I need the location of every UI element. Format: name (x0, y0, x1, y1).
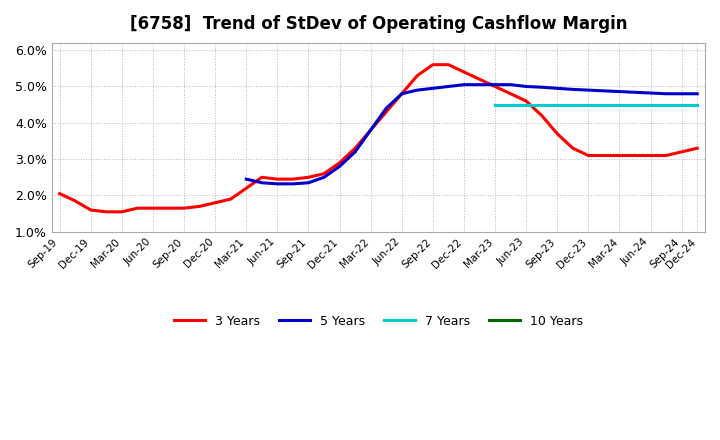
5 Years (600, 88, 608, 93)
5 Years (537, 84, 546, 90)
Title: [6758]  Trend of StDev of Operating Cashflow Margin: [6758] Trend of StDev of Operating Cashf… (130, 15, 627, 33)
3 Years (102, 209, 111, 214)
5 Years (320, 175, 328, 180)
7 Years (584, 102, 593, 107)
5 Years (506, 82, 515, 87)
5 Years (569, 87, 577, 92)
3 Years (631, 153, 639, 158)
5 Years (397, 91, 406, 96)
5 Years (366, 128, 375, 133)
3 Years (320, 171, 328, 176)
5 Years (428, 86, 437, 91)
5 Years (258, 180, 266, 185)
5 Years (459, 82, 468, 87)
3 Years (304, 175, 312, 180)
3 Years (117, 209, 126, 214)
5 Years (693, 91, 701, 96)
3 Years (537, 113, 546, 118)
3 Years (351, 146, 359, 151)
3 Years (678, 149, 686, 154)
7 Years (506, 102, 515, 107)
7 Years (631, 102, 639, 107)
3 Years (569, 146, 577, 151)
3 Years (397, 91, 406, 96)
5 Years (584, 88, 593, 93)
5 Years (553, 86, 562, 91)
7 Years (600, 102, 608, 107)
7 Years (491, 102, 500, 107)
7 Years (678, 102, 686, 107)
3 Years (164, 205, 173, 211)
5 Years (522, 84, 531, 89)
3 Years (444, 62, 453, 67)
3 Years (289, 176, 297, 182)
3 Years (506, 91, 515, 96)
5 Years (413, 88, 422, 93)
3 Years (273, 176, 282, 182)
3 Years (86, 207, 95, 213)
7 Years (615, 102, 624, 107)
5 Years (647, 90, 655, 95)
5 Years (289, 181, 297, 187)
3 Years (428, 62, 437, 67)
3 Years (662, 153, 670, 158)
3 Years (475, 77, 484, 82)
3 Years (55, 191, 64, 196)
3 Years (615, 153, 624, 158)
3 Years (71, 198, 79, 204)
5 Years (631, 90, 639, 95)
3 Years (211, 200, 220, 205)
7 Years (662, 102, 670, 107)
5 Years (336, 164, 344, 169)
3 Years (366, 128, 375, 133)
3 Years (258, 175, 266, 180)
7 Years (522, 102, 531, 107)
7 Years (693, 102, 701, 107)
5 Years (351, 149, 359, 154)
3 Years (336, 160, 344, 165)
5 Years (242, 176, 251, 182)
5 Years (678, 91, 686, 96)
Line: 3 Years: 3 Years (60, 65, 697, 212)
3 Years (522, 99, 531, 104)
Legend: 3 Years, 5 Years, 7 Years, 10 Years: 3 Years, 5 Years, 7 Years, 10 Years (168, 310, 588, 333)
7 Years (553, 102, 562, 107)
3 Years (382, 109, 390, 114)
3 Years (600, 153, 608, 158)
5 Years (382, 106, 390, 111)
5 Years (273, 181, 282, 187)
3 Years (491, 84, 500, 89)
3 Years (242, 186, 251, 191)
3 Years (647, 153, 655, 158)
3 Years (553, 131, 562, 136)
3 Years (413, 73, 422, 78)
5 Years (475, 82, 484, 87)
5 Years (304, 180, 312, 185)
7 Years (569, 102, 577, 107)
3 Years (693, 146, 701, 151)
7 Years (537, 102, 546, 107)
5 Years (615, 89, 624, 94)
3 Years (148, 205, 157, 211)
5 Years (444, 84, 453, 89)
Line: 5 Years: 5 Years (246, 84, 697, 184)
3 Years (133, 205, 142, 211)
3 Years (584, 153, 593, 158)
3 Years (180, 205, 189, 211)
3 Years (226, 197, 235, 202)
5 Years (491, 82, 500, 87)
3 Years (195, 204, 204, 209)
5 Years (662, 91, 670, 96)
7 Years (647, 102, 655, 107)
3 Years (459, 70, 468, 75)
